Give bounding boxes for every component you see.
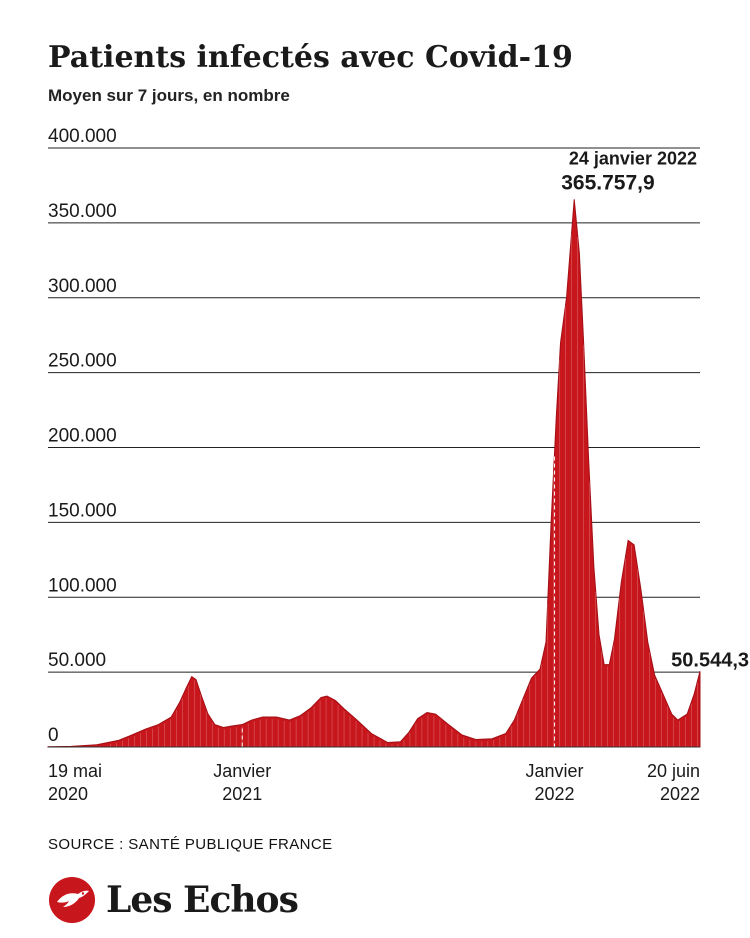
x-tick-label: 2022 (535, 784, 575, 804)
covid-infections-chart: 0 50.000 100.000 150.000 200.000 250.000 300.0… (47, 126, 749, 804)
logo-wordmark: Les Echos (106, 879, 299, 921)
les-echos-logo: Les Echos (48, 876, 299, 924)
last-value-label: 50.544,3 (671, 649, 749, 671)
x-tick-label: 2020 (48, 784, 88, 804)
y-tick-label: 250.000 (48, 351, 117, 372)
series-area (47, 199, 701, 748)
les-echos-bird-icon (49, 877, 95, 923)
source-note: SOURCE : SANTÉ PUBLIQUE FRANCE (48, 836, 333, 853)
x-tick-label: Janvier (213, 761, 271, 781)
y-tick-label: 300.000 (48, 276, 117, 297)
x-tick-label: 2021 (222, 784, 262, 804)
y-tick-label: 400.000 (48, 126, 117, 147)
x-tick-label: Janvier (526, 761, 584, 781)
y-tick-label: 200.000 (48, 426, 117, 447)
x-tick-label: 19 mai (48, 761, 102, 781)
y-tick-label: 150.000 (48, 500, 117, 521)
peak-date-label: 24 janvier 2022 (569, 148, 697, 168)
y-tick-label: 0 (48, 725, 59, 746)
x-tick-label: 2022 (660, 784, 700, 804)
x-tick-label: 20 juin (647, 761, 700, 781)
chart-subtitle: Moyen sur 7 jours, en nombre (48, 86, 290, 105)
chart-title: Patients infectés avec Covid-19 (48, 40, 573, 75)
y-tick-label: 50.000 (48, 650, 106, 671)
peak-value-label: 365.757,9 (561, 171, 654, 194)
y-tick-label: 100.000 (48, 575, 117, 596)
y-tick-label: 350.000 (48, 201, 117, 222)
